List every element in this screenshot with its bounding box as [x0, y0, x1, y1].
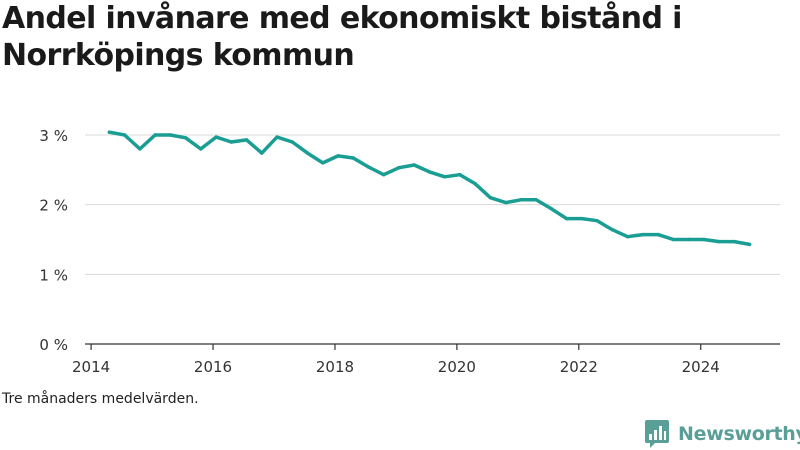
data-point: [656, 232, 660, 237]
x-tick-label: 2014: [72, 358, 110, 376]
x-tick-label: 2018: [316, 358, 354, 376]
y-tick-label: 0 %: [39, 336, 68, 354]
data-point: [351, 156, 355, 160]
data-point: [443, 175, 447, 179]
data-point: [138, 147, 142, 151]
data-point: [702, 237, 706, 242]
x-axis: 2014 2016 2018 2020 2022 2024: [72, 343, 780, 376]
data-point: [549, 207, 554, 211]
data-point: [595, 219, 599, 223]
x-tick-label: 2020: [438, 358, 476, 376]
series-line: [107, 130, 752, 247]
data-point: [260, 151, 264, 155]
data-point: [747, 242, 752, 247]
data-point: [321, 161, 325, 165]
data-point: [564, 216, 569, 221]
brand-name: Newsworthy: [678, 423, 800, 445]
data-point: [214, 135, 218, 139]
data-point: [641, 232, 645, 237]
chart-title: Andel invånare med ekonomiskt bistånd i …: [2, 1, 682, 73]
data-point: [290, 140, 294, 144]
y-tick-label: 1 %: [39, 266, 68, 284]
data-point: [336, 154, 340, 158]
data-point: [519, 198, 523, 202]
data-point: [686, 237, 691, 242]
data-point: [382, 173, 386, 177]
data-point: [183, 136, 188, 140]
data-point: [458, 173, 462, 177]
data-point: [107, 130, 112, 134]
data-point: [305, 151, 310, 155]
series-layer: [107, 130, 752, 247]
data-point: [199, 147, 203, 151]
y-axis-labels: 0 % 1 % 2 % 3 %: [39, 127, 68, 354]
x-tick-label: 2024: [682, 358, 720, 376]
data-point: [732, 239, 736, 244]
data-point: [488, 196, 493, 200]
data-point: [412, 163, 416, 167]
data-point: [397, 166, 401, 170]
data-point: [275, 135, 279, 139]
x-tick-label: 2016: [194, 358, 232, 376]
brand-logo[interactable]: Newsworthy: [644, 419, 800, 449]
grid-lines: [85, 134, 780, 275]
data-point: [625, 235, 630, 239]
x-tick-label: 2022: [560, 358, 598, 376]
data-point: [671, 237, 675, 242]
data-point: [229, 140, 233, 144]
data-point: [504, 200, 508, 205]
data-point: [427, 170, 432, 174]
data-point: [717, 239, 721, 244]
data-point: [473, 182, 477, 186]
newsworthy-logo-icon: [645, 420, 669, 448]
data-point: [244, 138, 249, 142]
data-point: [122, 133, 127, 137]
data-point: [366, 165, 371, 169]
data-point: [610, 228, 614, 232]
y-tick-label: 3 %: [39, 127, 68, 145]
chart-note: Tre månaders medelvärden.: [2, 391, 199, 407]
y-tick-label: 2 %: [39, 197, 68, 215]
data-point: [168, 133, 173, 137]
data-point: [580, 216, 584, 221]
data-point: [534, 198, 538, 202]
data-point: [153, 133, 157, 137]
